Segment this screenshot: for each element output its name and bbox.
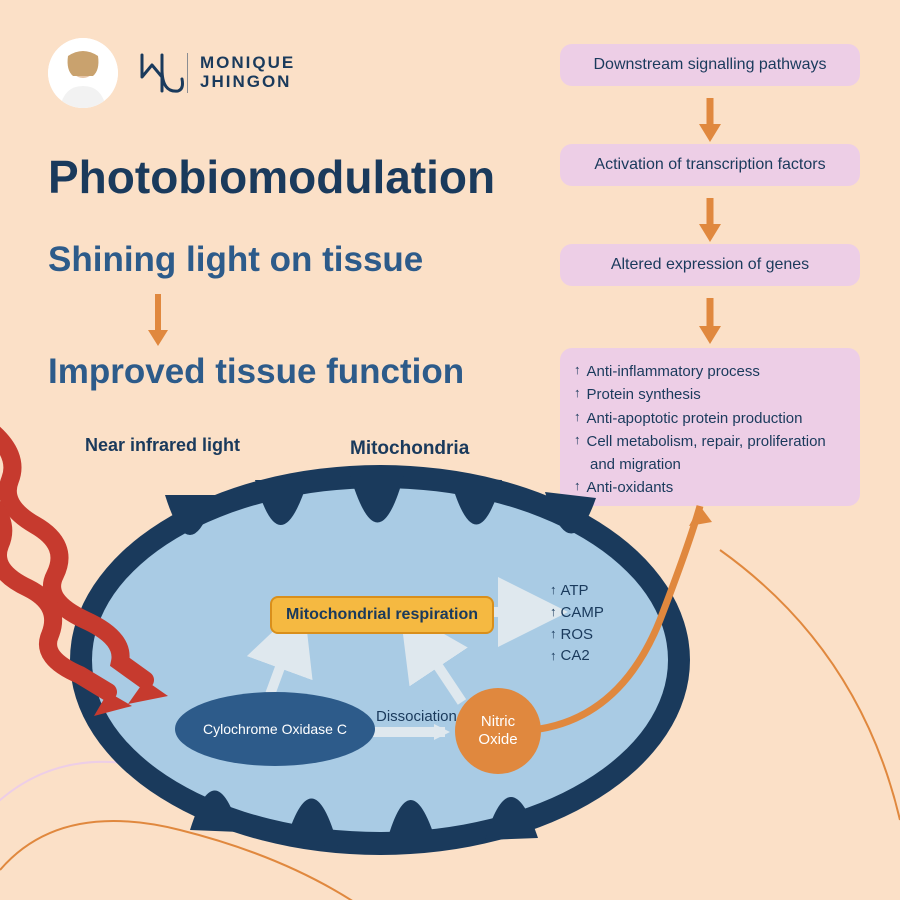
up-products-list: ↑ATP ↑CAMP ↑ROS ↑CA2 (550, 580, 604, 667)
respiration-label: Mitochondrial respiration (286, 606, 478, 623)
brand-line2: JHINGON (200, 73, 295, 92)
logo-mark (136, 47, 188, 99)
cytochrome-node: Cylochrome Oxidase C (175, 692, 375, 766)
nitric-oxide-node: Nitric Oxide (455, 688, 541, 774)
brand-name: MONIQUE JHINGON (200, 54, 295, 91)
cytochrome-label: Cylochrome Oxidase C (203, 721, 347, 737)
pathway-box-2: Activation of transcription factors (560, 144, 860, 186)
brand-line1: MONIQUE (200, 54, 295, 73)
subtitle-2: Improved tissue function (48, 352, 464, 392)
arrow-subtitle (138, 290, 178, 350)
pathway-box-3: Altered expression of genes (560, 244, 860, 286)
pathway-1-label: Downstream signalling pathways (594, 56, 827, 73)
header: MONIQUE JHINGON (48, 38, 295, 108)
page-title: Photobiomodulation (48, 150, 495, 204)
arrow-pathway-1 (690, 96, 730, 144)
arrow-pathway-3 (690, 296, 730, 346)
avatar (48, 38, 118, 108)
no-to-pathway-arrow (500, 470, 760, 760)
arrow-pathway-2 (690, 196, 730, 244)
pathway-2-label: Activation of transcription factors (594, 156, 825, 173)
pathway-3-label: Altered expression of genes (611, 256, 809, 273)
respiration-box: Mitochondrial respiration (270, 596, 494, 634)
dissociation-label: Dissociation (376, 708, 457, 725)
mitochondria-label: Mitochondria (350, 438, 469, 460)
pathway-box-1: Downstream signalling pathways (560, 44, 860, 86)
subtitle-1: Shining light on tissue (48, 240, 423, 280)
logo: MONIQUE JHINGON (136, 47, 295, 99)
